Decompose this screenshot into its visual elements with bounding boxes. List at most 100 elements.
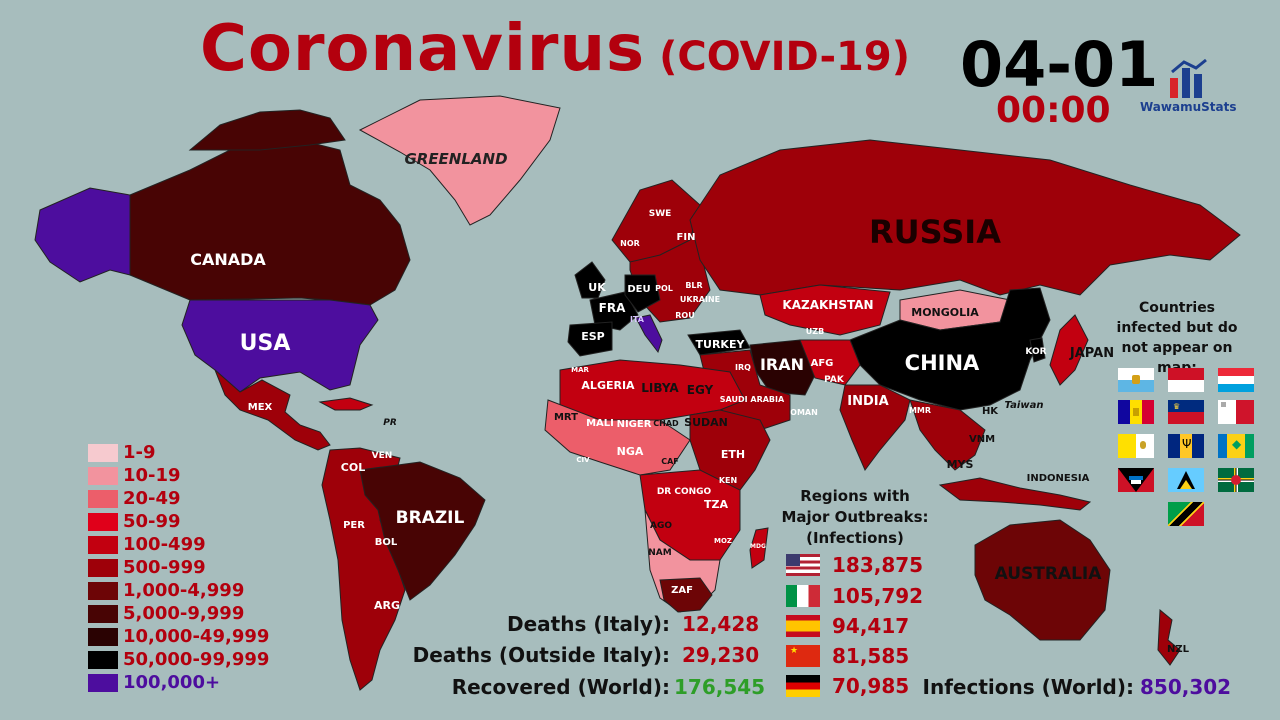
germany-flag-icon <box>786 675 820 697</box>
map-label-india: INDIA <box>847 394 888 409</box>
map-label-morocco: MAR <box>571 366 589 374</box>
san-marino-flag-icon <box>1118 368 1154 392</box>
region-china <box>849 287 1051 411</box>
legend-row: 1-9 <box>88 441 269 464</box>
legend-row: 100-499 <box>88 533 269 556</box>
map-label-algeria: ALGERIA <box>581 379 635 392</box>
map-label-australia: AUSTRALIA <box>995 564 1103 584</box>
italy-flag-icon <box>786 585 820 607</box>
region-indonesia <box>938 477 1092 511</box>
map-label-russia: RUSSIA <box>869 213 1001 251</box>
map-label-tanzania: TZA <box>704 498 728 511</box>
date-display: 04-01 <box>960 28 1159 101</box>
deaths-outside-value: 29,230 <box>682 643 760 667</box>
map-label-sudan: SUDAN <box>684 416 728 429</box>
legend-row: 50-99 <box>88 510 269 533</box>
legend-swatch <box>88 443 118 462</box>
map-label-korea: KOR <box>1025 347 1046 357</box>
map-label-peru: PER <box>343 520 365 531</box>
region-greenland <box>358 95 561 226</box>
legend-row: 100,000+ <box>88 671 269 694</box>
map-label-mauritania: MRT <box>554 412 578 423</box>
legend-label: 100,000+ <box>123 672 221 693</box>
recovered-label: Recovered (World): <box>451 675 670 699</box>
major-outbreak-row: ★ 81,585 <box>786 644 909 668</box>
title-main: Coronavirus <box>200 12 646 86</box>
major-outbreak-value: 94,417 <box>832 614 910 638</box>
infections-world-label: Infections (World): <box>922 675 1134 699</box>
map-label-vietnam: VNM <box>969 434 995 445</box>
wawamustats-logo: WawamuStats <box>1140 58 1237 118</box>
major-outbreak-row: 105,792 <box>786 584 923 608</box>
legend-row: 20-49 <box>88 487 269 510</box>
deaths-italy-stat: Deaths (Italy): 12,428 <box>0 612 1280 642</box>
major-outbreak-value: 183,875 <box>832 553 924 577</box>
legend-swatch <box>88 673 118 692</box>
map-label-dr-congo: DR CONGO <box>657 487 712 497</box>
map-label-angola: AGO <box>650 521 672 531</box>
map-label-taiwan: Taiwan <box>1005 400 1044 411</box>
region-south-africa <box>659 577 713 613</box>
region-japan <box>1049 314 1089 386</box>
map-label-mozambique: MOZ <box>714 537 732 545</box>
map-label-puerto-rico: PR <box>383 418 397 428</box>
map-label-turkey: TURKEY <box>696 338 746 351</box>
map-label-kenya: KEN <box>719 476 737 485</box>
map-label-indonesia: INDONESIA <box>1027 473 1090 484</box>
map-label-japan: JAPAN <box>1069 346 1114 361</box>
map-label-new-zealand: NZL <box>1167 644 1190 655</box>
map-label-finland: FIN <box>677 232 696 243</box>
region-france <box>589 291 639 331</box>
region-india <box>839 384 911 471</box>
map-label-mongolia: MONGOLIA <box>911 306 979 319</box>
map-label-ukraine: UKRAINE <box>680 295 720 304</box>
region-caribbean <box>318 397 374 411</box>
major-outbreak-value: 70,985 <box>832 674 910 698</box>
map-label-greenland: GREENLAND <box>404 150 507 168</box>
region-canada <box>129 139 411 306</box>
legend-row: 10,000-49,999 <box>88 625 269 648</box>
region-spain <box>567 321 613 357</box>
title-sub: (COVID-19) <box>659 34 910 80</box>
map-label-oman: OMAN <box>790 408 818 417</box>
antigua-flag-icon <box>1118 468 1154 492</box>
malta-flag-icon <box>1218 400 1254 424</box>
map-label-spain: ESP <box>581 330 605 343</box>
region-madagascar <box>749 527 769 569</box>
map-label-niger: NIGER <box>617 419 652 430</box>
region-se-asia <box>909 399 986 471</box>
region-usa <box>181 299 379 393</box>
region-central-asia <box>799 339 861 386</box>
map-label-chad: CHAD <box>653 419 679 428</box>
map-label-romania: ROU <box>675 311 694 320</box>
map-label-malaysia: MYS <box>947 458 974 471</box>
luxembourg-flag-icon <box>1218 368 1254 392</box>
major-outbreak-value: 81,585 <box>832 644 910 668</box>
map-label-uk: UK <box>588 281 606 294</box>
infections-world-stat: Infections (World): 850,302 <box>0 675 1280 705</box>
legend-swatch <box>88 512 118 531</box>
region-germany <box>624 274 661 313</box>
legend-label: 1-9 <box>123 442 156 463</box>
spain-flag-icon <box>786 615 820 637</box>
andorra-flag-icon <box>1118 400 1154 424</box>
recovered-value: 176,545 <box>674 675 766 699</box>
map-label-argentina: ARG <box>374 599 400 612</box>
map-label-brazil: BRAZIL <box>396 508 465 528</box>
region-turkey <box>687 329 751 356</box>
legend-swatch <box>88 535 118 554</box>
region-arctic-islands <box>188 109 346 151</box>
major-outbreak-row: 94,417 <box>786 614 909 638</box>
dominica-flag-icon <box>1218 468 1254 492</box>
legend-label: 10-19 <box>123 465 181 486</box>
map-label-germany: DEU <box>627 284 650 295</box>
map-label-cote-divoire: CIV <box>576 456 590 464</box>
region-mexico <box>214 369 331 451</box>
time-display: 00:00 <box>996 90 1111 131</box>
map-label-france: FRA <box>599 301 626 315</box>
region-australia <box>974 519 1111 641</box>
map-label-china: CHINA <box>905 351 980 375</box>
saint-kitts-flag-icon <box>1168 502 1204 526</box>
legend-label: 1,000-4,999 <box>123 580 245 601</box>
